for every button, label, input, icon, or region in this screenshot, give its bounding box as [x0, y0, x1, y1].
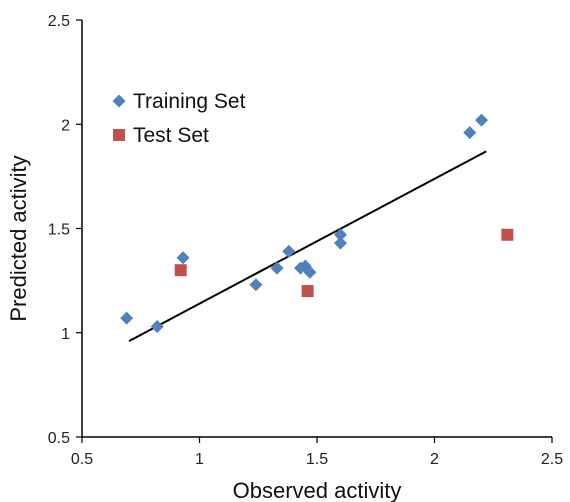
x-tick-label: 0.5: [71, 451, 93, 468]
legend-label-training: Training Set: [133, 90, 246, 113]
y-axis-title: Predicted activity: [6, 155, 31, 321]
training-point: [463, 126, 477, 140]
training-point: [334, 228, 347, 242]
axes: [81, 20, 552, 438]
x-tick-label: 1.5: [306, 451, 328, 468]
training-point: [475, 113, 488, 127]
y-tick-label: 1.5: [48, 222, 70, 239]
training-point: [270, 261, 284, 275]
x-axis-title: Observed activity: [233, 478, 402, 502]
training-point: [282, 244, 296, 258]
legend-marker-training: [112, 94, 126, 108]
legend: Training Set Test Set: [112, 90, 246, 147]
tick-marks: 0.5 1 1.5 2 2.5 0.5 1 1.5 2 2.5: [48, 13, 563, 468]
training-point: [176, 251, 190, 265]
y-tick-label: 2: [61, 117, 70, 134]
y-tick-label: 0.5: [48, 430, 70, 447]
legend-label-test: Test Set: [133, 124, 209, 147]
x-tick-label: 1: [195, 451, 204, 468]
test-point: [501, 228, 514, 241]
test-point: [301, 285, 314, 298]
y-tick-label: 2.5: [48, 13, 70, 30]
training-point: [120, 311, 134, 325]
x-tick-label: 2: [430, 451, 439, 468]
y-tick-label: 1: [61, 326, 70, 343]
training-point: [303, 265, 317, 279]
trendline: [128, 150, 487, 342]
trendline-group: [128, 150, 487, 342]
training-point: [334, 236, 347, 250]
data-points: [120, 113, 514, 333]
training-point: [249, 278, 263, 292]
training-point: [150, 319, 164, 333]
test-point: [174, 264, 187, 277]
x-tick-label: 2.5: [541, 451, 563, 468]
legend-marker-test: [113, 129, 125, 141]
